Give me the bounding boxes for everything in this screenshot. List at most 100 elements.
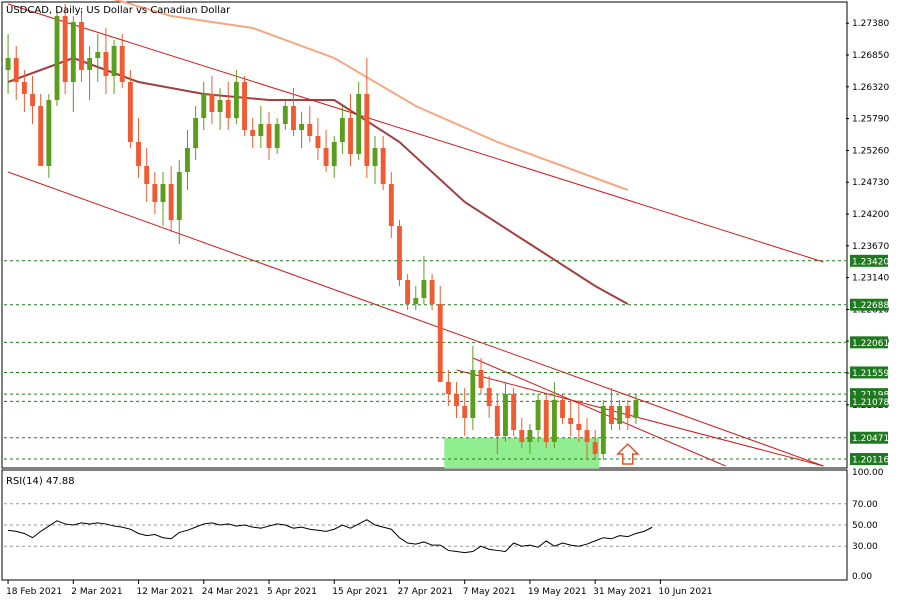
candle-body xyxy=(535,400,541,430)
candle-body xyxy=(299,124,305,130)
candle-body xyxy=(193,118,199,148)
level-labels-layer: 1.234201.226881.220611.215591.211981.210… xyxy=(850,254,889,466)
candle-body xyxy=(560,400,565,418)
time-tick-label: 31 May 2021 xyxy=(593,587,652,597)
candle-body xyxy=(13,58,19,82)
candle-body xyxy=(397,226,402,280)
candle-body xyxy=(111,46,117,76)
candle-body xyxy=(421,280,427,298)
candle-body xyxy=(30,94,35,106)
candle-body xyxy=(356,94,362,154)
level-label: 1.20116 xyxy=(852,456,889,466)
price-tick-label: 1.27380 xyxy=(852,19,889,29)
candle-body xyxy=(144,166,150,184)
candles-layer xyxy=(5,4,639,460)
candle-body xyxy=(168,184,174,220)
candle-body xyxy=(225,100,231,118)
level-label-box xyxy=(850,336,888,349)
candle-body xyxy=(46,100,52,166)
candle-body xyxy=(494,406,500,436)
candle-body xyxy=(470,370,476,418)
price-tick-label: 1.26850 xyxy=(852,51,889,61)
price-tick-label: 1.26320 xyxy=(852,83,889,93)
candle-body xyxy=(62,16,68,82)
rsi-tick-label: 70.00 xyxy=(852,500,878,510)
rsi-line xyxy=(8,519,653,554)
candle-body xyxy=(388,184,394,226)
chart-title: USDCAD, Daily: US Dollar vs Canadian Dol… xyxy=(6,5,231,16)
candle-body xyxy=(95,52,101,58)
time-axis: 18 Feb 2021 2 Mar 2021 12 Mar 2021 24 Mar 2… xyxy=(6,580,713,597)
level-label: 1.22688 xyxy=(852,301,889,311)
candle-body xyxy=(79,22,84,70)
candle-body xyxy=(527,430,533,442)
candle-body xyxy=(307,124,313,136)
trend-line xyxy=(472,357,726,467)
moving-averages-layer xyxy=(7,0,629,305)
candle-body xyxy=(380,148,386,184)
level-label-box xyxy=(850,254,888,267)
trend-lines-layer xyxy=(7,3,824,467)
horizontal-levels-layer xyxy=(4,260,846,460)
candle-body xyxy=(445,382,451,394)
candle-body xyxy=(274,124,280,148)
level-label-box xyxy=(850,298,888,311)
rsi-tick-label: 30.00 xyxy=(852,542,878,552)
candle-body xyxy=(209,94,215,112)
level-label-box xyxy=(850,453,888,466)
time-tick-label: 27 Apr 2021 xyxy=(397,587,453,597)
candle-body xyxy=(291,106,296,130)
price-tick-label: 1.25260 xyxy=(852,146,889,156)
price-tick-label: 1.23140 xyxy=(852,274,889,284)
level-label: 1.21078 xyxy=(852,398,889,408)
rsi-layer: 100.00 70.00 50.00 30.00 0.00 xyxy=(4,468,884,582)
time-tick-label: 24 Mar 2021 xyxy=(202,587,259,597)
candle-body xyxy=(609,406,614,424)
candle-body xyxy=(339,118,345,142)
candle-body xyxy=(413,298,419,304)
candle-body xyxy=(372,148,378,166)
level-label: 1.20471 xyxy=(852,434,889,444)
time-tick-label: 7 May 2021 xyxy=(463,587,516,597)
time-tick-label: 12 Mar 2021 xyxy=(137,587,194,597)
moving-average-line xyxy=(7,56,629,305)
candle-body xyxy=(119,46,125,82)
time-tick-label: 2 Mar 2021 xyxy=(71,587,122,597)
candle-body xyxy=(103,52,109,76)
candle-body xyxy=(160,184,166,202)
candle-body xyxy=(454,394,459,406)
candle-body xyxy=(486,388,492,406)
candle-body xyxy=(21,82,27,94)
candle-body xyxy=(38,106,44,166)
candle-body xyxy=(258,124,264,136)
level-label: 1.23420 xyxy=(852,257,889,267)
candle-body xyxy=(437,304,443,382)
time-tick-label: 19 May 2021 xyxy=(528,587,587,597)
candle-body xyxy=(70,22,76,82)
price-tick-label: 1.24200 xyxy=(852,210,889,220)
candle-body xyxy=(568,418,574,424)
level-label: 1.21559 xyxy=(852,369,889,379)
candle-body xyxy=(511,394,517,430)
rsi-tick-label: 0.00 xyxy=(852,572,872,582)
candle-body xyxy=(136,142,141,166)
candle-body xyxy=(176,172,182,220)
candle-body xyxy=(462,406,468,418)
candle-body xyxy=(551,400,557,442)
candle-body xyxy=(429,280,435,304)
up-arrow-icon xyxy=(615,442,640,465)
candle-body xyxy=(617,406,623,424)
rsi-title: RSI(14) 47.88 xyxy=(6,476,75,487)
candle-body xyxy=(152,184,158,202)
candle-body xyxy=(405,280,411,304)
candle-body xyxy=(633,400,639,418)
main-panel-frame xyxy=(1,1,848,469)
candle-body xyxy=(127,82,133,142)
candle-body xyxy=(5,58,11,70)
candle-body xyxy=(503,394,508,436)
candle-body xyxy=(233,82,239,118)
candle-body xyxy=(584,430,590,442)
candle-body xyxy=(87,58,93,70)
